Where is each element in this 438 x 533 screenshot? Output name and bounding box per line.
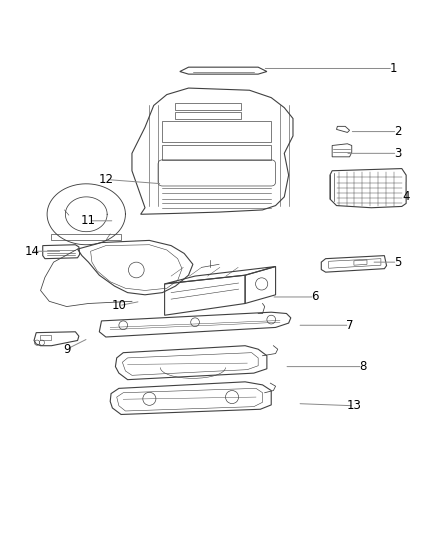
Text: 14: 14 bbox=[25, 245, 39, 258]
Text: 11: 11 bbox=[81, 214, 96, 227]
Text: 3: 3 bbox=[394, 147, 401, 160]
Text: 5: 5 bbox=[394, 256, 401, 269]
Text: 7: 7 bbox=[346, 319, 353, 332]
Text: 4: 4 bbox=[403, 190, 410, 204]
Text: 6: 6 bbox=[311, 290, 318, 303]
Text: 1: 1 bbox=[389, 62, 397, 75]
Text: 9: 9 bbox=[63, 343, 71, 356]
Text: 13: 13 bbox=[346, 399, 361, 412]
Text: 2: 2 bbox=[394, 125, 401, 138]
Text: 10: 10 bbox=[111, 299, 126, 312]
Bar bbox=[40, 335, 50, 341]
Text: 12: 12 bbox=[99, 173, 113, 186]
Text: 8: 8 bbox=[359, 360, 366, 373]
